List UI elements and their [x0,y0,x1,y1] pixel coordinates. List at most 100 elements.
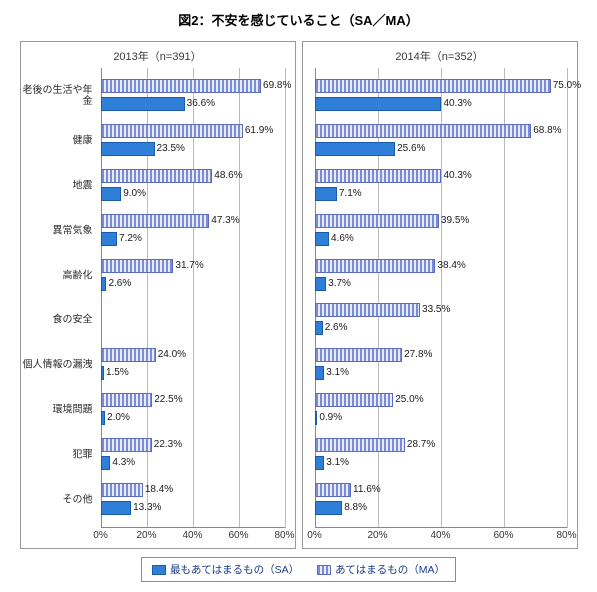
bar-ma [101,259,174,273]
value-label-sa: 25.6% [397,142,425,156]
value-label-ma: 28.7% [407,438,435,452]
category-label: 食の安全 [21,315,97,326]
value-label-ma: 40.3% [443,169,471,183]
x-tick: 40% [430,530,450,541]
bar-sa [101,501,132,515]
chart-row: 地震48.6%9.0% [101,166,285,206]
value-label-ma: 38.4% [437,259,465,273]
chart-title: 図2：不安を感じていること（SA／MA） [10,10,587,29]
bar-ma [315,438,405,452]
legend-label-sa: 最もあてはまるもの（SA） [170,564,299,576]
value-label-ma: 61.9% [245,124,273,138]
bar-sa [315,277,327,291]
legend-item-ma: あてはまるもの（MA） [317,562,445,577]
value-label-ma: 31.7% [175,259,203,273]
bar-sa [315,456,325,470]
value-label-sa: 7.1% [339,187,362,201]
value-label-sa: 36.6% [187,97,215,111]
chart-row: 25.0%0.9% [315,390,567,430]
bar-sa [101,366,104,380]
chart-row: 11.6%8.8% [315,480,567,520]
bar-sa [315,411,318,425]
chart-row: 75.0%40.3% [315,76,567,116]
bar-ma [315,124,532,138]
value-label-ma: 22.5% [154,393,182,407]
bar-sa [101,411,106,425]
bar-ma [315,259,436,273]
x-tick: 80% [556,530,576,541]
value-label-ma: 27.8% [404,348,432,362]
category-label: 環境問題 [21,404,97,415]
bar-sa [101,187,122,201]
bar-ma [101,214,210,228]
value-label-ma: 47.3% [211,214,239,228]
bar-ma [101,348,156,362]
chart-row: 28.7% 3.1% [315,435,567,475]
bar-sa [315,501,343,515]
value-label-sa: 2.6% [325,321,348,335]
chart-row: 異常気象47.3%7.2% [101,211,285,251]
category-label: 地震 [21,180,97,191]
category-label: 異常気象 [21,225,97,236]
plot-area: 老後の生活や年金69.8%36.6%健康61.9%23.5%地震48.6%9.0… [21,68,295,548]
chart-row: 高齢化31.7%2.6% [101,256,285,296]
bar-sa [315,142,396,156]
value-label-ma: 18.4% [145,483,173,497]
panel-title: 2013年（n=391） [21,42,295,68]
legend-swatch-ma [317,565,331,575]
legend-swatch-sa [152,565,166,575]
chart-row: 33.5%2.6% [315,300,567,340]
value-label-ma: 22.3% [154,438,182,452]
chart-panel: 2014年（n=352）75.0%40.3%68.8%25.6%40.3%7.1… [302,41,578,549]
bar-ma [101,79,262,93]
plot-area: 75.0%40.3% 68.8% 25.6% 40.3% 7.1% 39.5%4.6% 38… [303,68,577,548]
category-label: 老後の生活や年金 [21,85,97,107]
chart-row: 38.4%3.7% [315,256,567,296]
x-tick: 0% [93,530,107,541]
chart-row: その他18.4%13.3% [101,480,285,520]
chart-row: 39.5%4.6% [315,211,567,251]
value-label-ma: 68.8% [533,124,561,138]
value-label-ma: 75.0% [553,79,581,93]
value-label-sa: 23.5% [157,142,185,156]
chart-row: 環境問題22.5%2.0% [101,390,285,430]
value-label-sa: 4.6% [331,232,354,246]
value-label-sa: 0.9% [319,411,342,425]
bar-ma [101,438,152,452]
bar-ma [315,348,403,362]
legend-label-ma: あてはまるもの（MA） [335,564,445,576]
value-label-sa: 2.6% [108,277,131,291]
value-label-ma: 69.8% [263,79,291,93]
bar-sa [101,277,107,291]
bar-sa [315,321,323,335]
legend: 最もあてはまるもの（SA） あてはまるもの（MA） [141,557,456,582]
chart-row: 27.8%3.1% [315,345,567,385]
chart-row: 食の安全 [101,300,285,340]
category-label: 高齢化 [21,270,97,281]
value-label-sa: 40.3% [443,97,471,111]
chart-row: 健康61.9%23.5% [101,121,285,161]
chart-row: 68.8% 25.6% [315,121,567,161]
value-label-sa: 3.1% [326,456,349,470]
chart-row: 犯罪22.3%4.3% [101,435,285,475]
value-label-sa: 7.2% [119,232,142,246]
panels-container: 2013年（n=391）老後の生活や年金69.8%36.6%健康61.9%23.… [10,41,587,549]
chart-row: 40.3% 7.1% [315,166,567,206]
bar-sa [315,97,442,111]
value-label-sa: 8.8% [344,501,367,515]
value-label-sa: 13.3% [133,501,161,515]
bar-ma [101,124,243,138]
panel-title: 2014年（n=352） [303,42,577,68]
bar-ma [315,483,352,497]
value-label-sa: 1.5% [106,366,129,380]
bar-ma [315,169,442,183]
bar-sa [101,456,111,470]
chart-row: 個人情報の漏洩24.0%1.5% [101,345,285,385]
chart-row: 老後の生活や年金69.8%36.6% [101,76,285,116]
x-tick: 0% [307,530,321,541]
bar-ma [101,483,143,497]
x-tick: 20% [136,530,156,541]
x-tick: 60% [228,530,248,541]
category-label: 健康 [21,136,97,147]
value-label-ma: 48.6% [214,169,242,183]
